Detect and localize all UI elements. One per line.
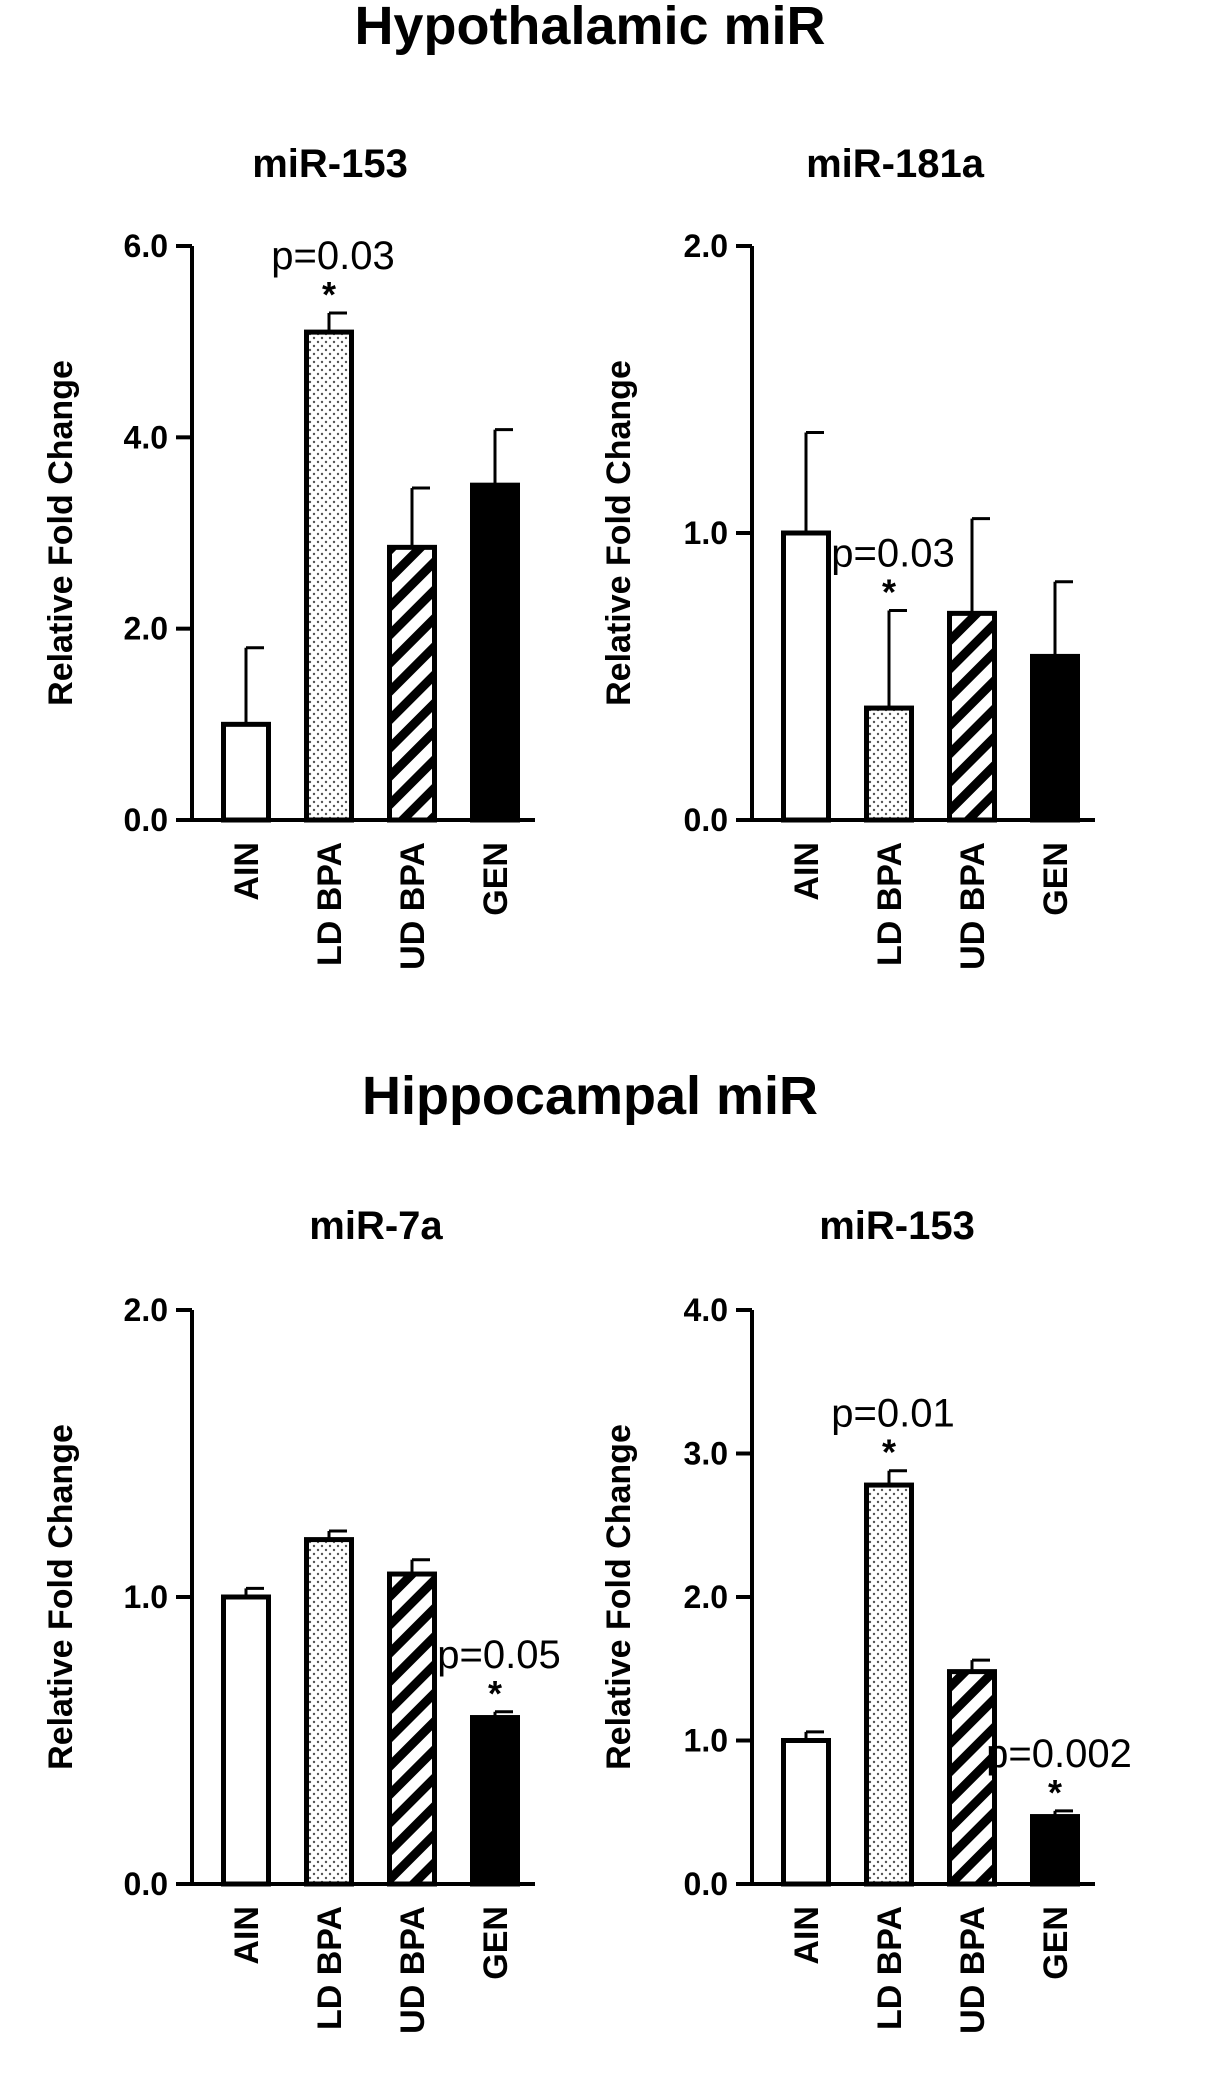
- y-axis-label: Relative Fold Change: [42, 1424, 80, 1770]
- bar: [221, 1594, 271, 1887]
- category-label: UD BPA: [394, 1906, 432, 2034]
- y-tick-label: 2.0: [684, 228, 728, 264]
- bar: [470, 1715, 520, 1887]
- category-label: LD BPA: [871, 1906, 909, 2030]
- bar: [304, 1537, 354, 1887]
- y-tick-label: 0.0: [684, 1866, 728, 1902]
- y-tick-label: 6.0: [124, 228, 168, 264]
- category-label: AIN: [228, 842, 266, 901]
- bar: [387, 544, 437, 823]
- bar: [864, 705, 914, 823]
- y-tick-label: 2.0: [684, 1579, 728, 1615]
- y-tick-label: 2.0: [124, 611, 168, 647]
- category-label: UD BPA: [954, 1906, 992, 2034]
- p-value-label: p=0.03: [271, 234, 394, 278]
- significance-star: *: [882, 571, 896, 612]
- category-label: AIN: [788, 842, 826, 901]
- significance-star: *: [1048, 1772, 1062, 1813]
- y-tick-label: 4.0: [684, 1292, 728, 1328]
- category-label: GEN: [477, 842, 515, 916]
- y-axis-label: Relative Fold Change: [600, 1424, 638, 1770]
- category-label: LD BPA: [311, 1906, 349, 2030]
- category-label: GEN: [1037, 1906, 1075, 1980]
- significance-star: *: [488, 1673, 502, 1714]
- y-tick-label: 0.0: [124, 802, 168, 838]
- p-value-label: p=0.002: [986, 1732, 1132, 1776]
- chart-panel: miR-7a Relative Fold Change 0.0 1.0 2.0 AIN LD…: [42, 1204, 561, 2034]
- y-tick-label: 1.0: [684, 1723, 728, 1759]
- bar: [387, 1571, 437, 1887]
- bar: [947, 610, 997, 823]
- section-title-hypothalamic: Hypothalamic miR: [354, 0, 825, 56]
- chart-title: miR-181a: [806, 142, 985, 186]
- p-value-label: p=0.03: [831, 531, 954, 575]
- bar: [864, 1482, 914, 1887]
- y-tick-label: 0.0: [124, 1866, 168, 1902]
- section-title-hippocampal: Hippocampal miR: [362, 1066, 818, 1126]
- bar: [1030, 653, 1080, 823]
- category-label: UD BPA: [394, 842, 432, 970]
- y-tick-label: 0.0: [684, 802, 728, 838]
- bar: [781, 1738, 831, 1887]
- p-value-label: p=0.05: [437, 1633, 560, 1677]
- category-label: AIN: [788, 1906, 826, 1965]
- chart-panel: miR-153 Relative Fold Change 0.0 1.0 2.0 3.0 4…: [600, 1204, 1132, 2034]
- chart-title: miR-153: [252, 142, 408, 186]
- bar: [470, 482, 520, 823]
- y-axis-label: Relative Fold Change: [600, 360, 638, 706]
- y-tick-label: 3.0: [684, 1436, 728, 1472]
- category-label: AIN: [228, 1906, 266, 1965]
- y-axis-label: Relative Fold Change: [42, 360, 80, 706]
- category-label: GEN: [477, 1906, 515, 1980]
- category-label: LD BPA: [871, 842, 909, 966]
- bar: [221, 721, 271, 823]
- y-tick-label: 1.0: [124, 1579, 168, 1615]
- y-tick-label: 2.0: [124, 1292, 168, 1328]
- y-tick-label: 1.0: [684, 515, 728, 551]
- bar: [304, 329, 354, 823]
- significance-star: *: [322, 274, 336, 315]
- chart-panel: miR-153 Relative Fold Change 0.0 2.0 4.0 6.0 A…: [42, 142, 535, 970]
- p-value-label: p=0.01: [831, 1392, 954, 1436]
- significance-star: *: [882, 1432, 896, 1473]
- bar: [1030, 1814, 1080, 1887]
- category-label: GEN: [1037, 842, 1075, 916]
- category-label: LD BPA: [311, 842, 349, 966]
- chart-title: miR-153: [819, 1204, 975, 1248]
- bar: [781, 530, 831, 823]
- y-tick-label: 4.0: [124, 419, 168, 455]
- bar: [947, 1669, 997, 1887]
- category-label: UD BPA: [954, 842, 992, 970]
- chart-title: miR-7a: [309, 1204, 443, 1248]
- chart-panel: miR-181a Relative Fold Change 0.0 1.0 2.0 AIN…: [600, 142, 1095, 970]
